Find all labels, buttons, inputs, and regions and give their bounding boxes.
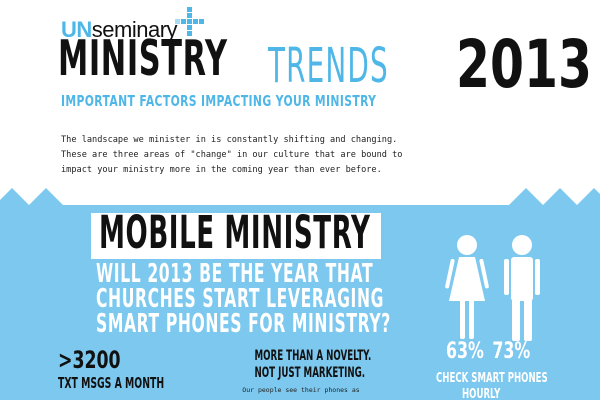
question-line: SMART PHONES FOR MINISTRY? (96, 309, 391, 339)
intro-line: impact your ministry more in the coming … (61, 165, 382, 175)
novelty-line-1: MORE THAN A NOVELTY. (254, 348, 372, 364)
stat-value: >3200 (58, 346, 121, 374)
female-figure-icon (445, 235, 489, 339)
gender-caption-line-1: CHECK SMART PHONES (436, 371, 548, 386)
intro-line: These are three areas of "change" in our… (61, 150, 403, 160)
section-question: WILL 2013 BE THE YEAR THAT CHURCHES STAR… (96, 259, 396, 339)
gender-caption-line-2: HOURLY (462, 387, 501, 402)
brand-prefix: UN (61, 17, 92, 42)
title-ministry: MINISTRY (58, 30, 228, 87)
question-line: WILL 2013 BE THE YEAR THAT (96, 259, 374, 289)
brand-logo[interactable]: UNseminary (61, 17, 178, 43)
section-title: MOBILE MINISTRY (99, 206, 371, 259)
stat-caption: TXT MSGS A MONTH (58, 374, 165, 392)
male-percent: 73% (492, 339, 531, 364)
question-line: CHURCHES START LEVERAGING (96, 284, 385, 314)
page-subtitle: IMPORTANT FACTORS IMPACTING YOUR MINISTR… (61, 92, 377, 110)
brand-name: seminary (91, 17, 178, 42)
novelty-block: MORE THAN A NOVELTY. NOT JUST MARKETING.… (226, 348, 376, 394)
novelty-line-2: NOT JUST MARKETING. (254, 365, 366, 381)
intro-paragraph: The landscape we minister in is constant… (61, 133, 403, 178)
intro-line: The landscape we minister in is constant… (61, 135, 398, 145)
header-section: UNseminary MINISTRY TRENDS 2013 IMPORTAN… (58, 7, 592, 178)
gender-percents: 63% 73% (446, 339, 530, 364)
section-title-background (91, 213, 381, 259)
gender-figures (445, 235, 540, 341)
male-figure-icon (504, 235, 540, 341)
plus-cross-logo-icon (175, 7, 204, 36)
female-percent: 63% (446, 339, 484, 364)
novelty-small-text: Our people see their phones as (242, 386, 360, 394)
title-year: 2013 (456, 26, 592, 103)
page-title: MINISTRY TRENDS 2013 (58, 26, 592, 103)
title-trends: TRENDS (268, 38, 389, 94)
